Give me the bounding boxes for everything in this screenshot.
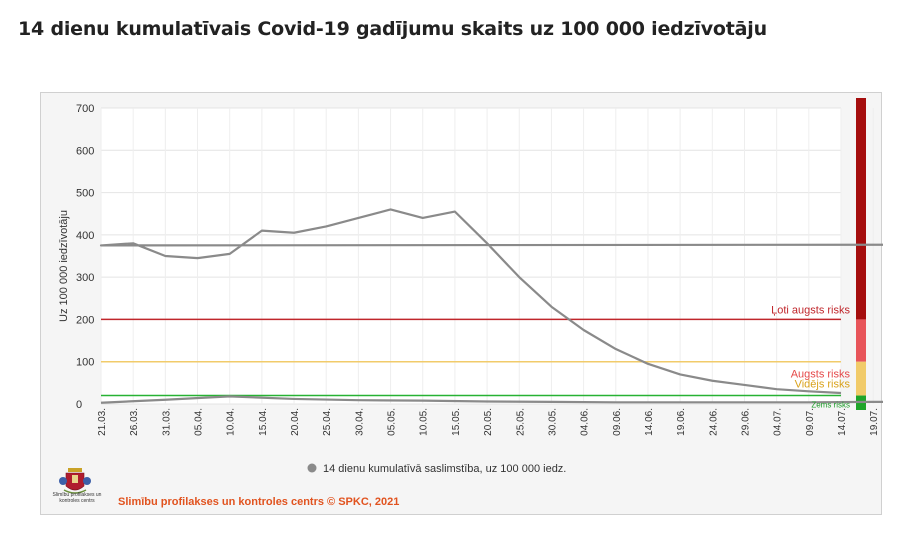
threshold-label: Ļoti augsts risks [771,304,850,316]
footer-credit[interactable]: Slimību profilakses un kontroles centrs … [118,496,400,508]
y-tick-label: 200 [76,314,94,326]
x-tick-label: 04.07. [773,408,784,436]
x-tick-label: 30.04. [354,408,365,436]
y-tick-label: 700 [76,103,94,115]
threshold-label: Vidējs risks [795,379,851,391]
x-tick-label: 19.07. [869,408,880,436]
x-tick-label: 20.04. [290,408,301,436]
x-tick-label: 15.05. [451,408,462,436]
x-tick-label: 04.06. [580,408,591,436]
risk-bar-medium [856,361,866,396]
x-tick-label: 05.04. [194,408,205,436]
risk-bar-very-high [856,98,866,320]
y-tick-label: 0 [76,399,82,411]
y-axis-label: Uz 100 000 iedzīvotāju [58,210,70,322]
x-tick-label: 14.06. [644,408,655,436]
logo-text: Slimību profilakses un kontroles centrs [52,492,102,504]
x-tick-label: 05.05. [387,408,398,436]
legend-label: 14 dienu kumulatīvā saslimstība, uz 100 … [323,463,566,475]
x-tick-label: 10.05. [419,408,430,436]
x-tick-label: 14.07. [837,408,848,436]
chart-svg: 0 100 200 300 400 500 600 700 Uz 100 000 iedzīvo… [58,98,883,475]
y-tick-label: 100 [76,357,94,369]
page-title: 14 dienu kumulatīvais Covid-19 gadījumu … [18,18,767,40]
x-tick-label: 20.05. [483,408,494,436]
y-tick-label: 300 [76,272,94,284]
chart-card: 0 100 200 300 400 500 600 700 Uz 100 000 iedzīvo… [40,92,883,515]
y-tick-label: 500 [76,188,94,200]
x-tick-label: 21.03. [97,408,108,436]
x-tick-label: 25.04. [322,408,333,436]
y-tick-label: 600 [76,145,94,157]
threshold-label: Zems risks [811,401,850,410]
risk-bar-high [856,319,866,362]
x-tick-label: 26.03. [129,408,140,436]
plot-area [101,108,841,404]
threshold-label: Augsts risks [791,369,851,381]
x-tick-label: 15.04. [258,408,269,436]
x-tick-label: 30.05. [547,408,558,436]
series-line [99,208,883,404]
y-tick-label: 400 [76,230,94,242]
x-tick-label: 09.06. [612,408,623,436]
x-tick-label: 29.06. [740,408,751,436]
x-tick-label: 24.06. [708,408,719,436]
x-tick-label: 10.04. [226,408,237,436]
x-tick-label: 19.06. [676,408,687,436]
x-tick-label: 31.03. [161,408,172,436]
x-tick-label: 09.07. [805,408,816,436]
legend-marker [307,463,317,473]
coat-of-arms-logo [59,468,91,494]
x-tick-label: 25.05. [515,408,526,436]
